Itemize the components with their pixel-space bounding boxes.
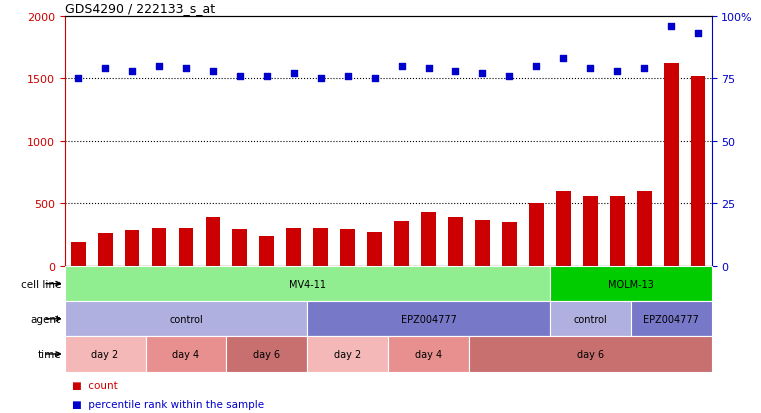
Point xyxy=(180,66,192,72)
Bar xyxy=(388,337,469,372)
Text: day 4: day 4 xyxy=(415,349,442,359)
Bar xyxy=(286,228,301,266)
Text: EPZ004777: EPZ004777 xyxy=(643,314,699,324)
Bar xyxy=(314,229,328,266)
Point xyxy=(288,71,300,77)
Point xyxy=(314,76,326,82)
Bar xyxy=(550,266,712,301)
Text: GDS4290 / 222133_s_at: GDS4290 / 222133_s_at xyxy=(65,2,215,15)
Point xyxy=(665,23,677,30)
Text: control: control xyxy=(169,314,203,324)
Point xyxy=(638,66,650,72)
Point xyxy=(207,68,219,75)
Bar xyxy=(227,337,307,372)
Bar xyxy=(340,230,355,266)
Text: MV4-11: MV4-11 xyxy=(288,279,326,289)
Text: day 2: day 2 xyxy=(91,349,119,359)
Bar xyxy=(205,218,221,266)
Bar xyxy=(691,76,705,266)
Bar xyxy=(368,233,382,266)
Bar xyxy=(550,301,631,337)
Bar xyxy=(97,234,113,266)
Bar xyxy=(179,228,193,266)
Point xyxy=(450,68,462,75)
Bar xyxy=(421,213,436,266)
Point xyxy=(368,76,380,82)
Point xyxy=(126,68,139,75)
Point xyxy=(611,68,623,75)
Bar xyxy=(65,337,145,372)
Text: MOLM-13: MOLM-13 xyxy=(608,279,654,289)
Bar xyxy=(664,64,679,266)
Point xyxy=(153,63,165,70)
Point xyxy=(342,73,354,80)
Bar xyxy=(145,337,227,372)
Text: agent: agent xyxy=(30,314,61,324)
Text: day 2: day 2 xyxy=(334,349,361,359)
Bar xyxy=(394,221,409,266)
Point xyxy=(692,31,704,37)
Bar xyxy=(556,191,571,266)
Text: cell line: cell line xyxy=(21,279,61,289)
Bar xyxy=(232,230,247,266)
Point xyxy=(72,76,84,82)
Bar xyxy=(71,243,85,266)
Bar xyxy=(151,229,167,266)
Text: day 6: day 6 xyxy=(577,349,603,359)
Point xyxy=(234,73,246,80)
Bar xyxy=(502,223,517,266)
Bar xyxy=(610,197,625,266)
Bar xyxy=(260,236,274,266)
Point xyxy=(396,63,408,70)
Bar xyxy=(475,221,490,266)
Bar xyxy=(307,337,388,372)
Text: day 6: day 6 xyxy=(253,349,280,359)
Bar xyxy=(583,197,597,266)
Text: time: time xyxy=(37,349,61,359)
Bar xyxy=(631,301,712,337)
Point xyxy=(476,71,489,77)
Text: control: control xyxy=(573,314,607,324)
Point xyxy=(261,73,273,80)
Text: EPZ004777: EPZ004777 xyxy=(400,314,457,324)
Point xyxy=(557,56,569,62)
Point xyxy=(503,73,515,80)
Text: ■  percentile rank within the sample: ■ percentile rank within the sample xyxy=(72,399,264,409)
Point xyxy=(99,66,111,72)
Bar xyxy=(469,337,712,372)
Text: day 4: day 4 xyxy=(173,349,199,359)
Point xyxy=(584,66,597,72)
Bar xyxy=(125,230,139,266)
Bar xyxy=(637,191,651,266)
Bar xyxy=(65,266,550,301)
Bar xyxy=(65,301,307,337)
Text: ■  count: ■ count xyxy=(72,380,118,390)
Bar xyxy=(529,204,544,266)
Point xyxy=(530,63,543,70)
Bar xyxy=(448,218,463,266)
Point xyxy=(422,66,435,72)
Bar xyxy=(307,301,550,337)
